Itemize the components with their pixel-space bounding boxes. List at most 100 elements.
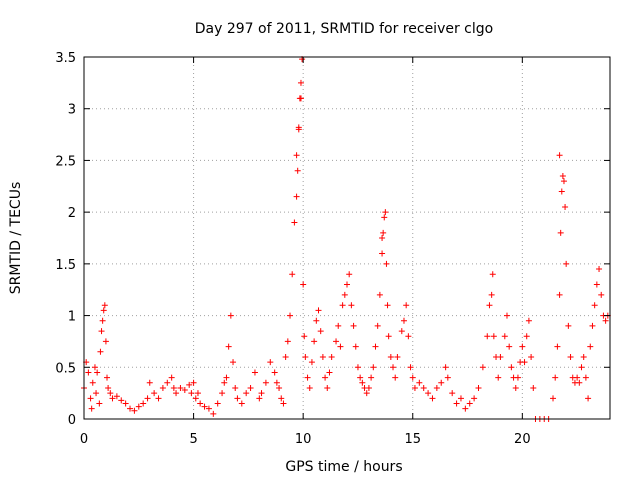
data-point — [521, 359, 528, 366]
data-point — [354, 364, 361, 371]
data-point — [560, 178, 567, 185]
data-point — [190, 379, 197, 386]
data-point — [407, 364, 414, 371]
data-point — [306, 384, 313, 391]
data-point — [113, 393, 120, 400]
data-point — [186, 381, 193, 388]
data-point — [227, 312, 234, 319]
grid — [84, 57, 610, 419]
data-point — [308, 359, 315, 366]
data-point — [352, 343, 359, 350]
data-point — [438, 379, 445, 386]
x-tick-label: 20 — [514, 432, 531, 447]
data-point — [91, 364, 98, 371]
data-point — [449, 390, 456, 397]
data-point — [562, 203, 569, 210]
data-point — [97, 348, 104, 355]
data-point — [301, 333, 308, 340]
data-point — [258, 390, 265, 397]
data-point — [398, 328, 405, 335]
data-point — [243, 390, 250, 397]
data-point — [429, 395, 436, 402]
data-point — [85, 369, 92, 376]
data-point — [344, 281, 350, 288]
data-point — [315, 307, 322, 314]
data-point — [382, 209, 389, 216]
data-point — [457, 395, 464, 402]
data-point — [322, 374, 329, 381]
data-point — [433, 384, 440, 391]
data-point — [100, 307, 107, 314]
data-point — [554, 343, 561, 350]
data-point — [335, 322, 342, 329]
data-point — [576, 379, 583, 386]
data-point — [164, 379, 171, 386]
data-point — [442, 364, 449, 371]
data-point — [197, 400, 204, 407]
data-point — [357, 374, 364, 381]
data-point — [93, 390, 100, 397]
data-point — [287, 312, 294, 319]
x-axis-label: GPS time / hours — [285, 459, 402, 475]
data-point — [365, 384, 372, 391]
data-point — [311, 338, 318, 345]
data-point — [559, 172, 566, 179]
data-point — [444, 374, 451, 381]
plot-frame — [83, 56, 611, 420]
data-point — [247, 384, 254, 391]
data-point — [420, 384, 427, 391]
data-point — [328, 353, 335, 360]
data-point — [379, 250, 386, 257]
data-point — [372, 343, 379, 350]
data-point — [488, 291, 495, 298]
y-tick-label: 3.5 — [55, 51, 76, 66]
data-point — [159, 384, 166, 391]
data-point — [280, 400, 287, 407]
data-point — [181, 387, 188, 394]
data-point — [284, 338, 291, 345]
data-point — [297, 95, 304, 102]
data-point — [293, 152, 300, 159]
data-point — [313, 317, 320, 324]
data-point — [528, 353, 535, 360]
data-point — [107, 390, 114, 397]
data-point — [530, 384, 537, 391]
data-point — [223, 374, 230, 381]
data-point — [558, 188, 565, 195]
y-tick-label: 0 — [68, 413, 76, 428]
data-point — [234, 395, 241, 402]
data-point — [170, 384, 177, 391]
data-point — [557, 229, 564, 236]
data-point — [383, 260, 390, 267]
data-point — [289, 271, 296, 278]
data-point — [267, 359, 274, 366]
data-point — [300, 281, 307, 288]
data-point — [380, 229, 387, 236]
x-tick-label: 10 — [295, 432, 312, 447]
data-point — [471, 395, 478, 402]
x-tick-label: 0 — [80, 432, 88, 447]
data-point — [98, 328, 105, 335]
data-point — [565, 322, 572, 329]
data-point — [489, 271, 496, 278]
x-tick-label: 15 — [404, 432, 421, 447]
data-point — [324, 384, 331, 391]
data-point — [118, 397, 125, 404]
data-point — [598, 291, 605, 298]
data-point — [596, 266, 603, 273]
data-point — [484, 333, 491, 340]
data-point — [102, 338, 109, 345]
data-points — [81, 56, 611, 422]
data-point — [506, 343, 513, 350]
data-point — [512, 384, 519, 391]
data-point — [151, 390, 158, 397]
data-point — [201, 403, 208, 410]
data-point — [519, 343, 526, 350]
data-point — [214, 400, 221, 407]
data-point — [140, 400, 147, 407]
data-point — [88, 405, 95, 412]
data-point — [230, 359, 237, 366]
data-point — [374, 322, 381, 329]
